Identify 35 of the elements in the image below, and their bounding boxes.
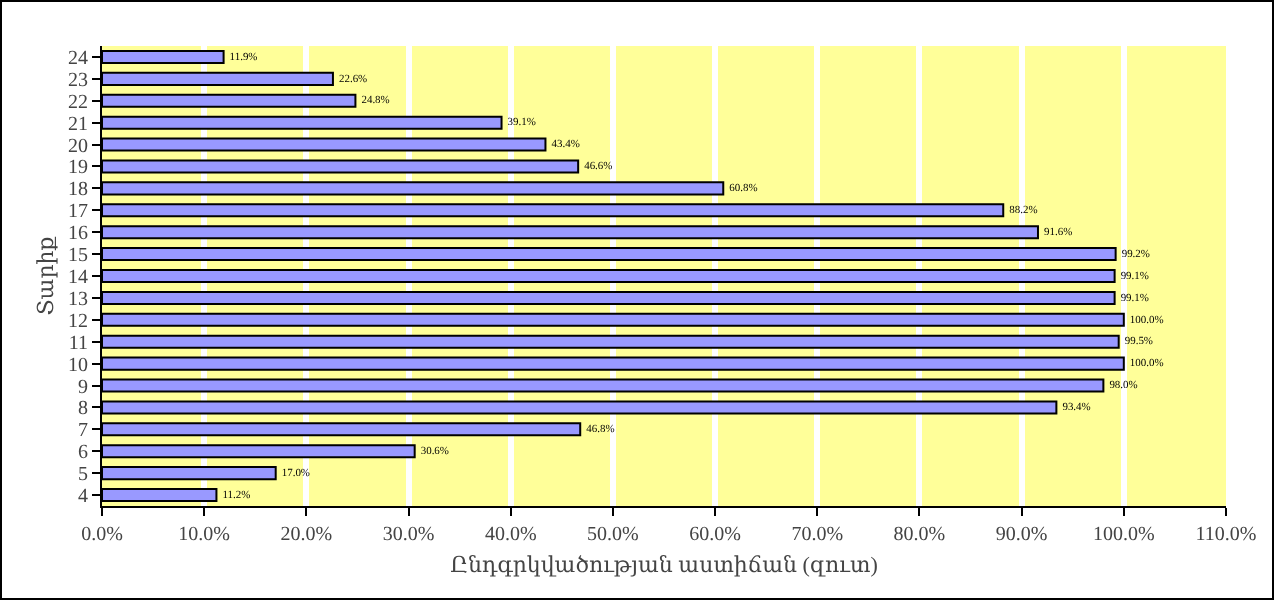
y-tick-label: 24 [68,47,88,70]
y-tick-label: 13 [68,288,88,311]
x-tick-label: 50.0% [587,524,639,546]
y-tick-label: 10 [68,354,88,377]
y-tick-label: 19 [68,157,88,180]
x-tick-label: 20.0% [280,524,333,546]
y-tick-label: 6 [78,442,88,465]
x-tick-label: 100.0% [1092,524,1155,546]
y-tick-label: 18 [68,179,88,202]
y-tick-label: 11 [68,332,88,355]
x-tick-label: 30.0% [382,524,435,546]
y-tick-label: 8 [78,398,88,421]
x-tick-label: 70.0% [791,524,844,546]
y-tick-label: 14 [68,267,88,289]
y-tick-label: 20 [68,135,88,158]
y-axis-title: Տարիք [35,236,60,316]
y-tick-label: 23 [68,69,88,92]
y-tick-label: 17 [68,201,88,224]
y-tick-label: 21 [68,113,88,136]
x-tick-label: 40.0% [484,524,537,546]
x-tick-label: 110.0% [1195,524,1257,546]
y-tick-label: 15 [68,245,88,268]
x-tick-label: 10.0% [178,524,231,546]
x-tick-label: 60.0% [689,524,741,546]
y-tick-label: 22 [68,91,88,114]
x-tick-label: 90.0% [995,524,1048,546]
y-tick-label: 5 [78,464,88,487]
x-tick-label: 80.0% [893,524,946,546]
y-tick-label: 16 [68,223,88,246]
y-tick-label: 4 [78,486,88,509]
x-axis-title: Ընդգրկվածության աստիճան (զուտ) [450,554,879,579]
y-tick-label: 9 [78,376,88,399]
y-tick-label: 12 [68,310,88,333]
y-tick-label: 7 [78,420,88,443]
x-tick-label: 0.0% [81,524,123,546]
